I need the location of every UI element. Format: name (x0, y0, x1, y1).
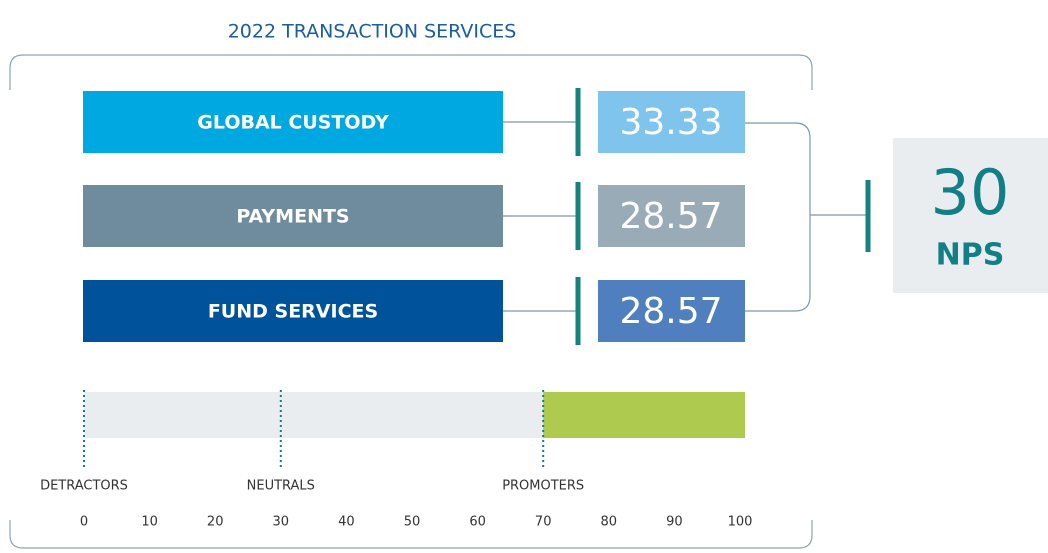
nps-label: NPS (936, 238, 1005, 273)
row-bar (83, 185, 503, 247)
frame-bottom (9, 520, 813, 549)
row-label: FUND SERVICES (208, 301, 378, 323)
score-box (598, 185, 745, 247)
score: 28.57 (619, 196, 722, 237)
score: 33.33 (619, 102, 722, 143)
scale-tick-label: 60 (469, 515, 486, 530)
promoter-segment (543, 392, 745, 438)
scale-tick-label: 90 (666, 515, 683, 530)
score-box (598, 280, 745, 342)
scale-tick-label: 10 (141, 515, 158, 530)
nps-value: 30 (931, 156, 1010, 229)
scale-tick-label: 40 (338, 515, 355, 530)
marker-label: NEUTRALS (247, 479, 315, 494)
scale-tick-label: 50 (404, 515, 421, 530)
bracket (745, 122, 868, 312)
title: 2022 TRANSACTION SERVICES (228, 21, 517, 43)
row-bar (83, 91, 503, 153)
scale-tick-label: 30 (273, 515, 290, 530)
row-bar (83, 280, 503, 342)
row-label: GLOBAL CUSTODY (197, 112, 389, 134)
marker-label: PROMOTERS (502, 479, 584, 494)
frame-top (9, 54, 813, 90)
nps-box (893, 138, 1048, 293)
row-label: PAYMENTS (236, 206, 349, 228)
scale-tick-label: 0 (80, 515, 88, 530)
scale-tick-label: 80 (601, 515, 618, 530)
marker-label: DETRACTORS (40, 479, 128, 494)
scale-tick-label: 20 (207, 515, 224, 530)
score-box (598, 91, 745, 153)
scale-tick-label: 70 (535, 515, 552, 530)
score: 28.57 (619, 291, 722, 332)
scale-tick-label: 100 (728, 515, 753, 530)
